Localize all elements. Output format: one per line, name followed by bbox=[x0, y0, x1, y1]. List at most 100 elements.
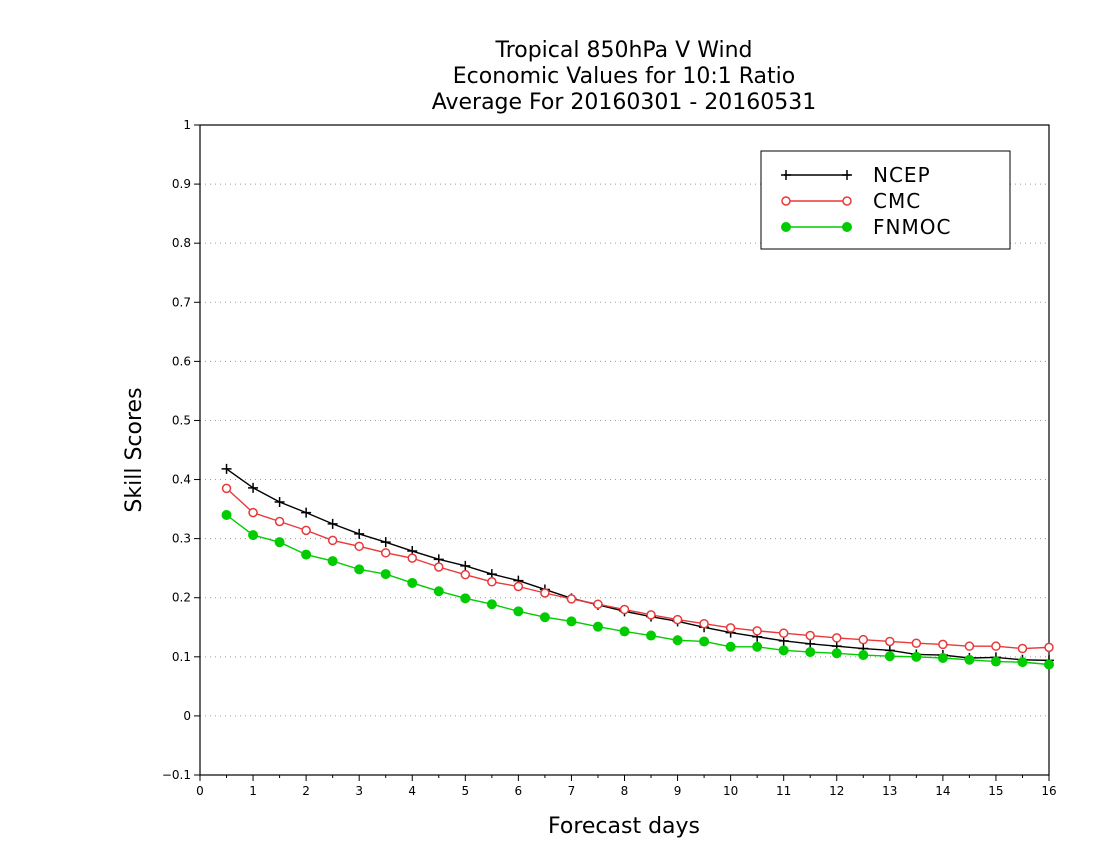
data-point-ncep bbox=[221, 463, 232, 474]
data-point-cmc bbox=[885, 636, 895, 647]
data-point-fnmoc bbox=[460, 593, 471, 604]
data-point-cmc bbox=[964, 641, 975, 651]
data-point-ncep bbox=[354, 528, 365, 539]
data-point-fnmoc bbox=[539, 612, 550, 623]
x-tick-label: 13 bbox=[882, 784, 897, 798]
data-point-fnmoc bbox=[805, 647, 816, 658]
x-tick-label: 3 bbox=[355, 784, 363, 798]
legend-marker-fnmoc bbox=[842, 222, 852, 232]
x-tick-label: 14 bbox=[935, 784, 950, 798]
legend-marker-cmc bbox=[781, 196, 791, 206]
data-point-cmc bbox=[274, 516, 285, 527]
data-point-cmc bbox=[699, 618, 709, 629]
y-tick-label: 0.6 bbox=[172, 354, 191, 368]
x-tick-label: 2 bbox=[302, 784, 310, 798]
x-tick-label: 15 bbox=[988, 784, 1003, 798]
data-point-cmc bbox=[380, 548, 391, 558]
data-point-fnmoc bbox=[433, 586, 444, 597]
data-point-fnmoc bbox=[592, 621, 603, 632]
legend-label-cmc: CMC bbox=[873, 189, 921, 213]
legend-box bbox=[760, 150, 1011, 250]
data-point-cmc bbox=[672, 614, 683, 625]
data-point-ncep bbox=[380, 537, 391, 548]
data-point-fnmoc bbox=[672, 635, 683, 646]
y-tick-label: 0.8 bbox=[172, 236, 191, 250]
data-point-cmc bbox=[938, 639, 948, 650]
data-point-cmc bbox=[513, 581, 524, 592]
data-point-fnmoc bbox=[884, 651, 895, 662]
data-point-fnmoc bbox=[1017, 657, 1028, 668]
y-tick-label: 0.4 bbox=[172, 473, 191, 487]
x-tick-label: 7 bbox=[568, 784, 576, 798]
legend-label-ncep: NCEP bbox=[873, 163, 931, 187]
data-point-fnmoc bbox=[911, 651, 922, 662]
data-point-cmc bbox=[248, 507, 258, 518]
data-point-ncep bbox=[460, 560, 471, 571]
data-point-cmc bbox=[911, 638, 922, 648]
data-point-fnmoc bbox=[778, 645, 789, 656]
y-tick-label: 0.1 bbox=[172, 650, 191, 664]
data-point-cmc bbox=[805, 630, 815, 641]
data-point-ncep bbox=[248, 482, 259, 493]
y-tick-label: 1 bbox=[183, 118, 191, 132]
y-tick-label: 0.5 bbox=[172, 413, 191, 427]
axis-ticks: −0.100.10.20.30.40.50.60.70.80.910 1 2 3 4 5 6… bbox=[162, 118, 1057, 798]
series-ncep bbox=[221, 463, 1054, 666]
x-tick-label: 12 bbox=[829, 784, 844, 798]
data-point-cmc bbox=[991, 641, 1001, 651]
data-point-cmc bbox=[725, 623, 736, 633]
data-point-cmc bbox=[646, 610, 656, 620]
chart-title-line: Average For 20160301 - 20160531 bbox=[432, 90, 817, 115]
y-axis-label: Skill Scores bbox=[122, 387, 147, 512]
y-tick-label: 0.7 bbox=[172, 295, 191, 309]
data-point-fnmoc bbox=[646, 630, 657, 641]
series-line-fnmoc bbox=[226, 514, 1050, 666]
data-point-fnmoc bbox=[513, 606, 524, 617]
data-point-fnmoc bbox=[752, 641, 763, 652]
y-tick-label: 0.3 bbox=[172, 532, 191, 546]
data-point-fnmoc bbox=[1044, 659, 1054, 670]
data-point-cmc bbox=[778, 628, 789, 638]
data-point-cmc bbox=[301, 525, 311, 536]
series-group bbox=[221, 463, 1054, 670]
x-tick-label: 6 bbox=[515, 784, 523, 798]
data-point-cmc bbox=[540, 588, 550, 598]
data-point-ncep bbox=[327, 518, 338, 529]
series-cmc bbox=[221, 483, 1054, 654]
series-line-ncep bbox=[226, 468, 1050, 662]
y-tick-label: 0.2 bbox=[172, 591, 191, 605]
data-point-cmc bbox=[460, 569, 471, 580]
chart-title-line: Economic Values for 10:1 Ratio bbox=[453, 64, 795, 89]
y-tick-label: 0 bbox=[183, 709, 191, 723]
x-axis-label: Forecast days bbox=[548, 814, 700, 839]
y-tick-label: −0.1 bbox=[162, 768, 191, 782]
data-point-cmc bbox=[327, 535, 338, 546]
data-point-fnmoc bbox=[964, 654, 975, 665]
legend-label-fnmoc: FNMOC bbox=[873, 215, 951, 239]
data-point-cmc bbox=[1017, 643, 1028, 654]
data-point-cmc bbox=[354, 541, 364, 552]
data-point-cmc bbox=[832, 633, 842, 643]
data-point-fnmoc bbox=[327, 556, 338, 567]
series-line-cmc bbox=[226, 487, 1050, 650]
x-tick-label: 5 bbox=[461, 784, 469, 798]
data-point-fnmoc bbox=[221, 510, 232, 520]
data-point-fnmoc bbox=[566, 616, 577, 627]
data-point-fnmoc bbox=[407, 577, 418, 588]
data-point-cmc bbox=[593, 599, 603, 609]
legend-marker-ncep bbox=[842, 170, 852, 180]
chart-title-line: Tropical 850hPa V Wind bbox=[494, 38, 752, 63]
data-point-fnmoc bbox=[831, 648, 842, 659]
legend-marker-fnmoc bbox=[781, 222, 791, 232]
x-tick-label: 8 bbox=[621, 784, 629, 798]
series-fnmoc bbox=[221, 510, 1054, 670]
legend-marker-ncep bbox=[781, 170, 791, 180]
data-point-ncep bbox=[301, 507, 312, 518]
x-tick-label: 16 bbox=[1041, 784, 1056, 798]
x-tick-label: 1 bbox=[249, 784, 257, 798]
data-point-cmc bbox=[858, 634, 869, 645]
data-point-fnmoc bbox=[699, 636, 710, 647]
